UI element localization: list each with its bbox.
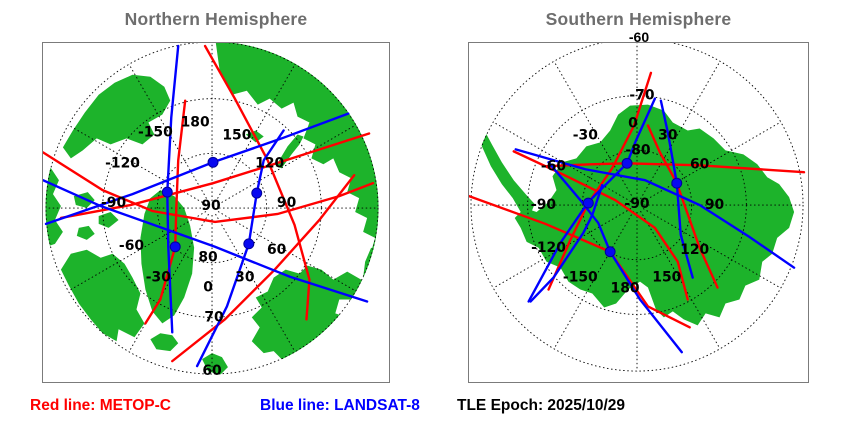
graticule-label: -70	[629, 88, 654, 104]
sno-marker	[671, 177, 683, 189]
landmass	[251, 265, 379, 374]
north-map-plot: 180 -150 150 -120 120 -90 90 90 -60 60 80 -30 30 0 70 6…	[43, 43, 379, 379]
graticule-label: -90	[531, 197, 556, 213]
sno-marker	[207, 156, 219, 168]
southern-hemisphere-map: -70 0 -30 30 -80 -60 60 -90 -90 90 -120 120 -150 150 1…	[468, 42, 809, 383]
landmass	[363, 247, 379, 322]
graticule-label: 120	[680, 242, 709, 258]
landsat-track	[514, 148, 796, 269]
graticule-label: 90	[705, 197, 725, 213]
legend-tle-epoch: TLE Epoch: 2025/10/29	[457, 397, 625, 414]
graticule-label: 80	[198, 250, 218, 266]
landsat-track	[195, 129, 285, 368]
latitude-ring	[581, 149, 693, 261]
graticule-label: 0	[203, 280, 213, 296]
landmass	[202, 353, 228, 375]
sno-marker	[243, 238, 255, 250]
landmass	[484, 80, 492, 87]
north-map-title: Northern Hemisphere	[124, 9, 308, 29]
landmass	[98, 212, 119, 228]
graticule-label: 70	[204, 309, 224, 325]
landmass	[474, 87, 484, 96]
latitude-label-minus60-top: -60	[628, 29, 650, 45]
landmass	[477, 129, 535, 214]
sno-marker	[604, 246, 616, 258]
graticule-label: 60	[267, 242, 287, 258]
sno-marker	[251, 187, 263, 199]
sno-marker	[582, 197, 594, 209]
graticule	[470, 43, 804, 372]
landmass	[275, 134, 304, 169]
graticule-label: 0	[628, 116, 638, 132]
graticule-label: -30	[573, 127, 598, 143]
graticule-label: -90	[624, 196, 649, 212]
landmass	[62, 74, 171, 159]
legend-red-metop: Red line: METOP-C	[30, 397, 171, 414]
graticule-label: 90	[277, 195, 297, 211]
legend-blue-landsat: Blue line: LANDSAT-8	[260, 397, 420, 414]
sno-marker	[161, 186, 173, 198]
ground-tracks	[469, 71, 806, 354]
metop-track	[646, 124, 719, 289]
graticule-label: -90	[101, 195, 126, 211]
graticule-label: 30	[235, 270, 255, 286]
landsat-track	[527, 97, 657, 303]
landsat-track	[659, 99, 694, 279]
landsat-track	[529, 183, 604, 303]
northern-hemisphere-map: 180 -150 150 -120 120 -90 90 90 -60 60 80 -30 30 0 70 6…	[42, 42, 390, 383]
landmass	[45, 162, 63, 250]
metop-track	[144, 99, 187, 325]
graticule-label: -60	[541, 158, 566, 174]
graticule-label: -80	[625, 142, 650, 158]
graticule-label: -30	[146, 270, 171, 286]
landmass	[60, 249, 145, 342]
graticule-label: -60	[119, 238, 144, 254]
graticule-label: 60	[690, 156, 710, 172]
south-map-title: Southern Hemisphere	[545, 9, 732, 29]
graticule-label: -150	[138, 124, 173, 140]
graticule-label: 150	[652, 270, 681, 286]
landmass	[140, 190, 195, 324]
graticule-label: 150	[222, 127, 251, 143]
graticule-label: 30	[658, 127, 678, 143]
south-map-plot: -70 0 -30 30 -80 -60 60 -90 -90 90 -120 120 -150 150 1…	[469, 43, 806, 372]
graticule-label: 180	[181, 115, 210, 131]
metop-track	[547, 71, 653, 291]
graticule-label: 90	[201, 198, 221, 214]
landmass	[76, 225, 95, 240]
latitude-ring	[156, 152, 268, 264]
graticule-label: 180	[611, 281, 640, 297]
graticule-label: -120	[105, 155, 140, 171]
sno-marker	[621, 157, 633, 169]
graticule-label: -150	[563, 270, 598, 286]
graticule-label: 60	[202, 363, 222, 379]
landsat-track	[547, 161, 683, 354]
metop-track	[203, 44, 311, 321]
landsat-track	[43, 178, 369, 303]
landmass	[150, 333, 179, 352]
graticule	[45, 43, 379, 375]
graticule-label: -120	[531, 240, 566, 256]
sno-marker	[169, 241, 181, 253]
graticule-label: 120	[255, 155, 284, 171]
